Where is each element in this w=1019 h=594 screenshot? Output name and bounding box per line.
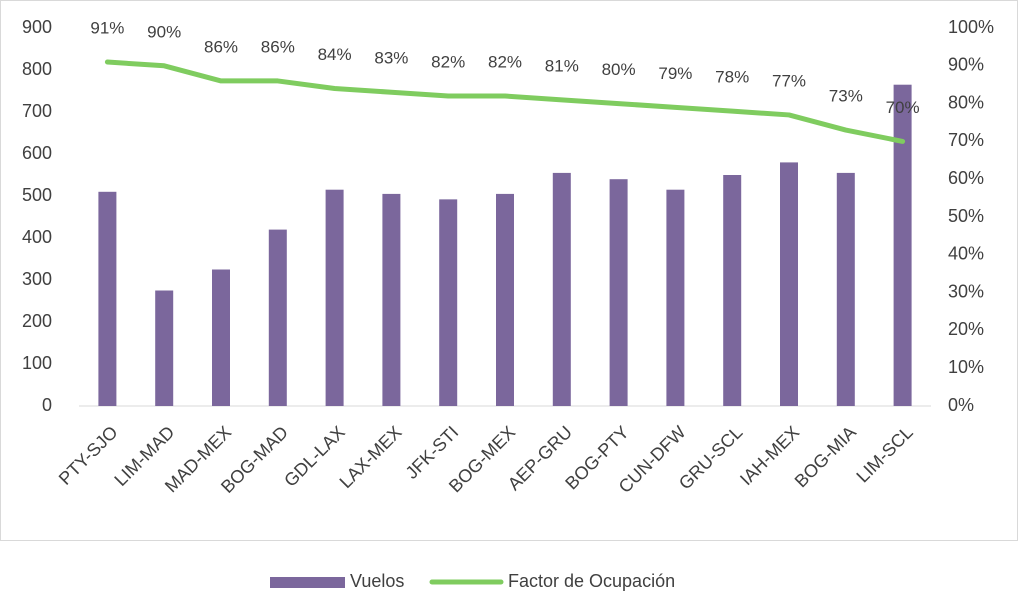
legend-swatch [270,577,345,588]
y-tick-label: 900 [22,17,52,37]
data-label: 84% [318,45,352,64]
data-label: 82% [488,53,522,72]
data-label: 81% [545,56,579,75]
x-tick-label: BOG-MIA [791,422,860,491]
bar [98,191,117,406]
chart-frame [0,0,1018,541]
y2-tick-label: 20% [948,319,984,339]
y2-tick-label: 90% [948,55,984,75]
y-tick-label: 800 [22,59,52,79]
y2-tick-label: 30% [948,281,984,301]
data-label: 83% [374,49,408,68]
legend-label: Vuelos [350,571,404,591]
y-tick-label: 0 [42,395,52,415]
bar [496,193,514,406]
data-label: 86% [204,37,238,56]
y2-tick-label: 40% [948,244,984,264]
bar [325,189,344,406]
x-tick-label: LAX-MEX [336,422,406,492]
bar [382,193,401,406]
data-label: 70% [886,98,920,117]
data-label: 73% [829,87,863,106]
y2-tick-label: 0% [948,395,974,415]
bar [439,199,458,406]
y-tick-label: 300 [22,269,52,289]
data-label: 91% [90,19,124,38]
data-label: 78% [715,68,749,87]
bar [780,162,798,406]
y-tick-label: 600 [22,143,52,163]
line [104,59,906,144]
y-tick-label: 200 [22,311,52,331]
y-tick-label: 700 [22,101,52,121]
bar [723,175,742,406]
bar [609,179,628,406]
data-label: 86% [261,37,295,56]
bar [212,269,230,406]
x-tick-label: LIM-SCL [852,422,916,486]
y2-tick-label: 60% [948,168,984,188]
y2-tick-label: 100% [948,17,994,37]
legend-label: Factor de Ocupación [508,571,675,591]
bar [893,84,912,406]
data-label: 77% [772,71,806,90]
y-tick-label: 500 [22,185,52,205]
bar [268,229,287,406]
y-tick-label: 400 [22,227,52,247]
data-label: 82% [431,53,465,72]
bar [666,189,685,406]
x-tick-label: PTY-SJO [55,422,122,489]
y2-tick-label: 80% [948,92,984,112]
y2-tick-label: 70% [948,130,984,150]
data-label: 80% [602,60,636,79]
y-tick-label: 100 [22,353,52,373]
y2-tick-label: 10% [948,357,984,377]
bar [552,172,571,406]
bar [155,290,174,406]
data-label: 90% [147,22,181,41]
y2-tick-label: 50% [948,206,984,226]
data-label: 79% [658,64,692,83]
bar [836,172,855,406]
